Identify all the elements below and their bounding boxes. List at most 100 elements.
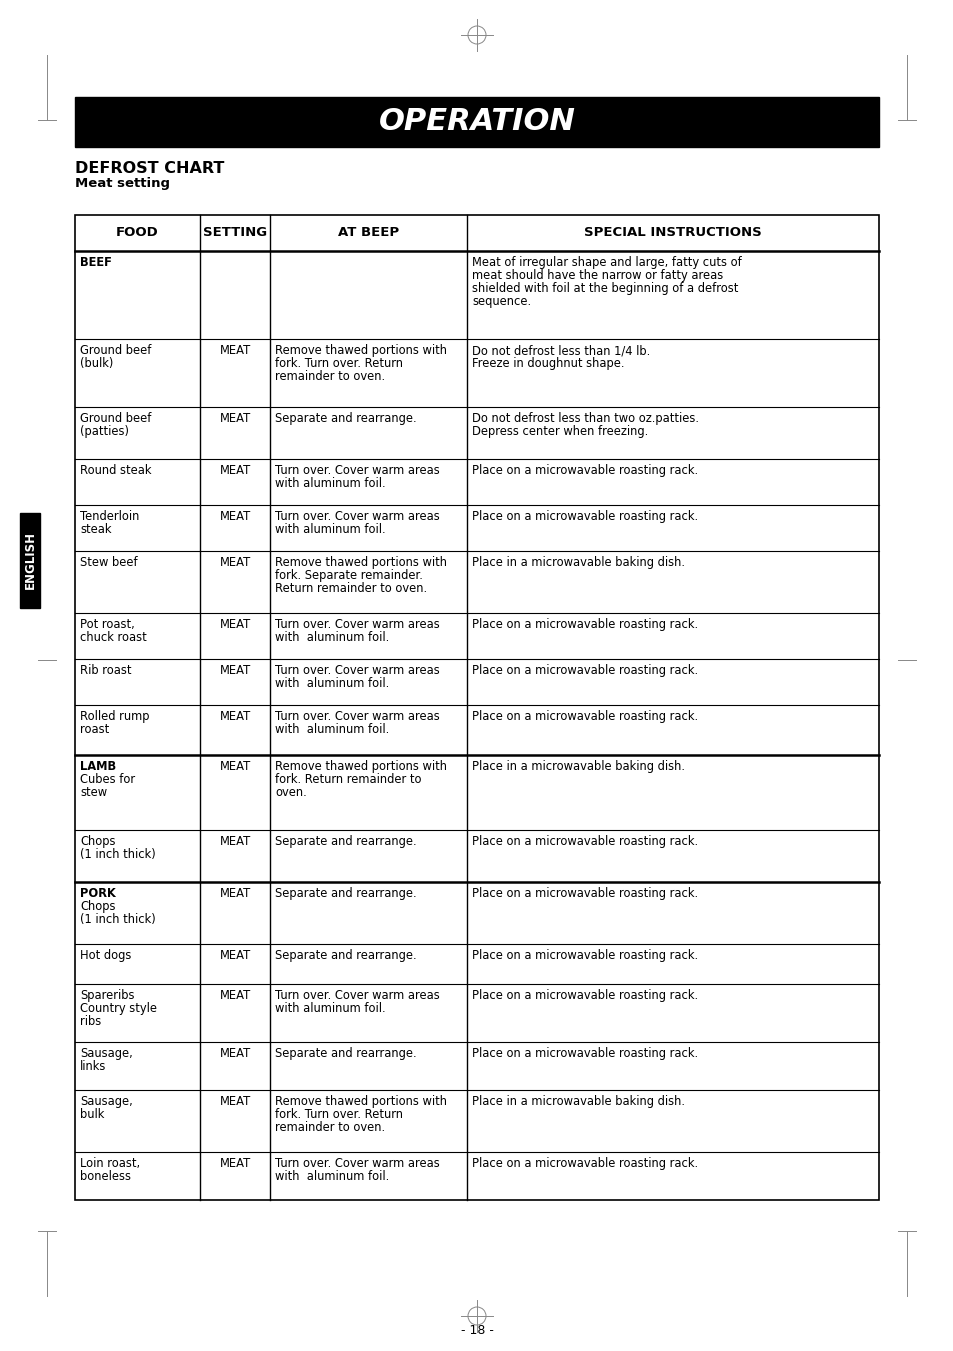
Text: MEAT: MEAT xyxy=(219,1047,251,1061)
Text: with  aluminum foil.: with aluminum foil. xyxy=(275,631,389,644)
Text: MEAT: MEAT xyxy=(219,948,251,962)
Text: roast: roast xyxy=(80,723,110,736)
Text: MEAT: MEAT xyxy=(219,412,251,426)
Text: DEFROST CHART: DEFROST CHART xyxy=(75,161,224,176)
Bar xyxy=(270,1042,467,1090)
Text: Separate and rearrange.: Separate and rearrange. xyxy=(275,888,416,900)
Bar xyxy=(200,251,270,339)
Bar xyxy=(467,882,878,944)
Bar xyxy=(270,1090,467,1152)
Text: MEAT: MEAT xyxy=(219,835,251,848)
Text: Place on a microwavable roasting rack.: Place on a microwavable roasting rack. xyxy=(472,463,698,477)
Text: Turn over. Cover warm areas: Turn over. Cover warm areas xyxy=(275,989,439,1002)
Text: ribs: ribs xyxy=(80,1015,101,1028)
Bar xyxy=(270,251,467,339)
Text: MEAT: MEAT xyxy=(219,1096,251,1108)
Text: MEAT: MEAT xyxy=(219,761,251,773)
Text: MEAT: MEAT xyxy=(219,509,251,523)
Text: Separate and rearrange.: Separate and rearrange. xyxy=(275,948,416,962)
Bar xyxy=(467,339,878,407)
Text: remainder to oven.: remainder to oven. xyxy=(275,1121,385,1133)
Bar xyxy=(270,944,467,984)
Text: with  aluminum foil.: with aluminum foil. xyxy=(275,1170,389,1183)
Text: Place in a microwavable baking dish.: Place in a microwavable baking dish. xyxy=(472,761,684,773)
Bar xyxy=(75,705,200,755)
Bar xyxy=(270,215,467,251)
Text: remainder to oven.: remainder to oven. xyxy=(275,370,385,382)
Text: Pot roast,: Pot roast, xyxy=(80,617,134,631)
Bar xyxy=(467,830,878,882)
Text: Rib roast: Rib roast xyxy=(80,663,132,677)
Bar xyxy=(75,882,200,944)
Text: MEAT: MEAT xyxy=(219,711,251,723)
Text: Return remainder to oven.: Return remainder to oven. xyxy=(275,582,427,594)
Text: oven.: oven. xyxy=(275,786,307,798)
Bar xyxy=(200,984,270,1042)
Bar xyxy=(200,339,270,407)
Bar xyxy=(467,407,878,459)
Bar xyxy=(270,613,467,659)
Text: bulk: bulk xyxy=(80,1108,104,1121)
Text: Turn over. Cover warm areas: Turn over. Cover warm areas xyxy=(275,663,439,677)
Text: Remove thawed portions with: Remove thawed portions with xyxy=(275,345,447,357)
Bar xyxy=(270,882,467,944)
Bar xyxy=(200,551,270,613)
Bar xyxy=(200,755,270,830)
Text: (1 inch thick): (1 inch thick) xyxy=(80,848,155,861)
Text: Place in a microwavable baking dish.: Place in a microwavable baking dish. xyxy=(472,1096,684,1108)
Bar xyxy=(467,613,878,659)
Bar xyxy=(75,984,200,1042)
Text: meat should have the narrow or fatty areas: meat should have the narrow or fatty are… xyxy=(472,269,722,282)
Bar xyxy=(75,215,200,251)
Text: AT BEEP: AT BEEP xyxy=(338,227,399,239)
Text: Sausage,: Sausage, xyxy=(80,1096,132,1108)
Text: Place in a microwavable baking dish.: Place in a microwavable baking dish. xyxy=(472,557,684,569)
Bar xyxy=(467,944,878,984)
Bar xyxy=(200,1152,270,1200)
Text: MEAT: MEAT xyxy=(219,888,251,900)
Text: steak: steak xyxy=(80,523,112,536)
Bar xyxy=(270,407,467,459)
Bar xyxy=(467,215,878,251)
Bar xyxy=(200,1090,270,1152)
Bar xyxy=(467,705,878,755)
Text: Freeze in doughnut shape.: Freeze in doughnut shape. xyxy=(472,357,624,370)
Bar xyxy=(75,339,200,407)
Text: LAMB: LAMB xyxy=(80,761,116,773)
Bar xyxy=(200,505,270,551)
Text: Place on a microwavable roasting rack.: Place on a microwavable roasting rack. xyxy=(472,711,698,723)
Bar xyxy=(200,882,270,944)
Text: FOOD: FOOD xyxy=(116,227,159,239)
Text: fork. Turn over. Return: fork. Turn over. Return xyxy=(275,1108,403,1121)
Text: fork. Separate remainder.: fork. Separate remainder. xyxy=(275,569,423,582)
Bar xyxy=(75,251,200,339)
Bar xyxy=(467,984,878,1042)
Text: Hot dogs: Hot dogs xyxy=(80,948,132,962)
Text: PORK: PORK xyxy=(80,888,115,900)
Bar xyxy=(270,459,467,505)
Bar xyxy=(20,512,40,608)
Text: Separate and rearrange.: Separate and rearrange. xyxy=(275,412,416,426)
Text: with  aluminum foil.: with aluminum foil. xyxy=(275,677,389,690)
Text: MEAT: MEAT xyxy=(219,989,251,1002)
Text: Place on a microwavable roasting rack.: Place on a microwavable roasting rack. xyxy=(472,663,698,677)
Text: Remove thawed portions with: Remove thawed portions with xyxy=(275,761,447,773)
Text: Depress center when freezing.: Depress center when freezing. xyxy=(472,426,648,438)
Text: Rolled rump: Rolled rump xyxy=(80,711,150,723)
Text: Stew beef: Stew beef xyxy=(80,557,137,569)
Bar xyxy=(270,551,467,613)
Text: Do not defrost less than 1/4 lb.: Do not defrost less than 1/4 lb. xyxy=(472,345,650,357)
Bar xyxy=(270,984,467,1042)
Text: MEAT: MEAT xyxy=(219,345,251,357)
Text: (bulk): (bulk) xyxy=(80,357,113,370)
Text: Turn over. Cover warm areas: Turn over. Cover warm areas xyxy=(275,711,439,723)
Bar xyxy=(75,97,878,147)
Text: (patties): (patties) xyxy=(80,426,129,438)
Text: - 18 -: - 18 - xyxy=(460,1324,493,1336)
Text: Spareribs: Spareribs xyxy=(80,989,134,1002)
Text: Place on a microwavable roasting rack.: Place on a microwavable roasting rack. xyxy=(472,948,698,962)
Bar xyxy=(467,459,878,505)
Text: Place on a microwavable roasting rack.: Place on a microwavable roasting rack. xyxy=(472,989,698,1002)
Text: MEAT: MEAT xyxy=(219,663,251,677)
Text: Place on a microwavable roasting rack.: Place on a microwavable roasting rack. xyxy=(472,617,698,631)
